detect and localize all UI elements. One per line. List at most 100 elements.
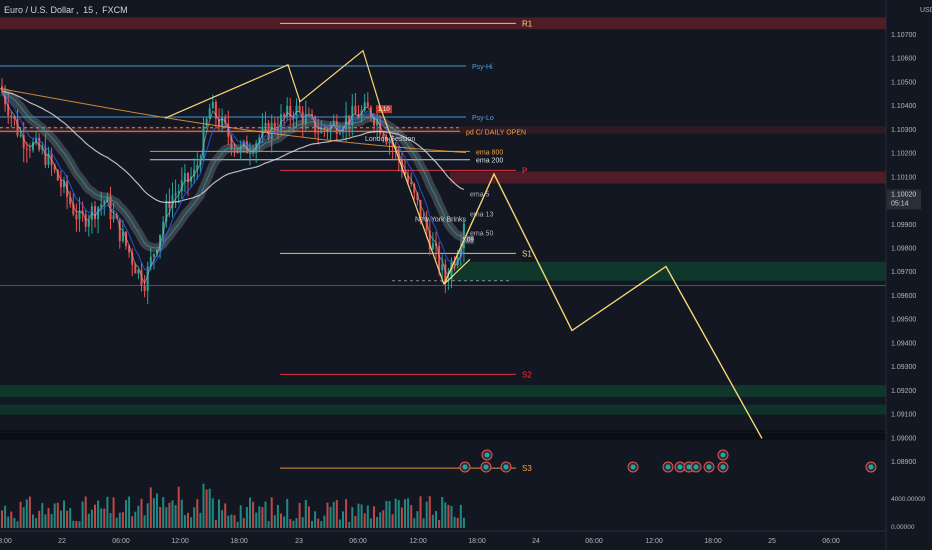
- level-label-ema-800: ema 800: [476, 149, 503, 156]
- candle-body: [413, 184, 416, 193]
- volume-bar: [360, 504, 363, 528]
- volume-bar: [59, 510, 62, 528]
- volume-bar: [47, 507, 50, 528]
- volume-bar: [66, 510, 69, 528]
- level-label-s2: S2: [522, 370, 532, 379]
- candle-body: [112, 215, 115, 220]
- volume-bar: [391, 514, 394, 528]
- volume-bar: [351, 507, 354, 528]
- event-icon-dot-10: [720, 464, 726, 470]
- price-tick-9: 1.09800: [891, 246, 916, 253]
- candle-body: [304, 113, 307, 125]
- wave-leg: [443, 258, 471, 285]
- candle-body: [205, 118, 208, 126]
- volume-bar: [121, 512, 124, 528]
- volume-bar: [462, 517, 465, 528]
- price-tick-12: 1.09500: [891, 317, 916, 324]
- candle-body: [180, 180, 183, 192]
- volume-bar: [261, 507, 264, 528]
- volume-bar: [252, 501, 255, 528]
- volume-bar: [152, 498, 155, 528]
- price-tick-6: 1.10100: [891, 174, 916, 181]
- volume-bar: [10, 511, 13, 528]
- candle-body: [103, 201, 106, 205]
- volume-bar: [177, 486, 180, 528]
- price-tick-15: 1.09200: [891, 388, 916, 395]
- candle-body: [342, 129, 344, 133]
- volume-bar: [118, 512, 121, 528]
- candle-body: [283, 114, 286, 117]
- volume-bar: [106, 496, 109, 528]
- candle-body: [317, 132, 320, 134]
- volume-bar: [50, 513, 53, 528]
- volume-bar: [28, 496, 31, 528]
- volume-bar: [16, 521, 19, 528]
- time-label-8: 18:00: [468, 538, 486, 545]
- volume-bar: [100, 508, 103, 528]
- volume-bar: [404, 499, 406, 528]
- event-icon-dot-2: [503, 464, 509, 470]
- candle-body: [450, 262, 453, 280]
- candle-body: [441, 264, 444, 271]
- volume-bar: [425, 501, 428, 528]
- candle-body: [382, 134, 385, 139]
- level-label-s1: S1: [522, 249, 532, 258]
- candle-body: [202, 125, 205, 160]
- event-icon-dot-12: [868, 464, 874, 470]
- volume-bar: [335, 499, 338, 528]
- volume-bar: [314, 511, 317, 528]
- candle-body: [348, 115, 351, 125]
- candle-body: [22, 135, 25, 149]
- volume-bar: [205, 489, 208, 528]
- timeframe: 15: [83, 5, 94, 15]
- current-price: 1.10020: [891, 191, 916, 198]
- volume-bar: [245, 507, 248, 528]
- volume-bar: [419, 496, 422, 528]
- volume-bar: [125, 500, 127, 528]
- volume-bar: [298, 502, 301, 528]
- volume-bar: [221, 510, 224, 528]
- candle-body: [385, 138, 388, 144]
- event-icon-dot-11: [720, 452, 726, 458]
- volume-bar: [394, 498, 397, 528]
- volume-bar: [53, 503, 56, 528]
- volume-bar: [202, 483, 205, 528]
- candle-body: [41, 147, 44, 150]
- volume-bar: [307, 506, 310, 528]
- candle-body: [84, 213, 87, 227]
- volume-bar: [444, 502, 447, 528]
- candle-body: [410, 182, 413, 185]
- wave-line: [164, 49, 381, 119]
- volume-bars: [1, 483, 465, 528]
- candle-body: [75, 214, 78, 220]
- volume-bar: [19, 501, 22, 528]
- candle-body: [407, 175, 410, 183]
- volume-bar: [1, 510, 3, 528]
- candle-body: [87, 219, 90, 227]
- price-tick-4: 1.10300: [891, 127, 916, 134]
- candle-body: [286, 105, 289, 117]
- candle-body: [404, 172, 406, 176]
- exchange: FXCM: [102, 5, 128, 15]
- candle-body: [267, 122, 270, 139]
- volume-bar: [230, 514, 233, 528]
- level-label-psy-hi: Psy-Hi: [472, 64, 493, 71]
- current-price-box: [887, 189, 921, 210]
- volume-bar: [137, 505, 140, 528]
- volume-bar: [22, 507, 25, 528]
- candle-body: [56, 170, 59, 181]
- candle-body: [307, 113, 310, 115]
- volume-bar: [431, 514, 434, 528]
- volume-bar: [87, 513, 90, 528]
- candle-body: [69, 197, 72, 204]
- candle-body: [295, 106, 298, 120]
- volume-bar: [94, 504, 96, 528]
- candle-body: [28, 149, 31, 151]
- candle-body: [428, 230, 431, 250]
- candle-body: [63, 181, 65, 188]
- volume-bar: [103, 508, 106, 528]
- candle-body: [419, 199, 422, 218]
- volume-bar: [165, 507, 168, 528]
- volume-bar: [162, 497, 165, 528]
